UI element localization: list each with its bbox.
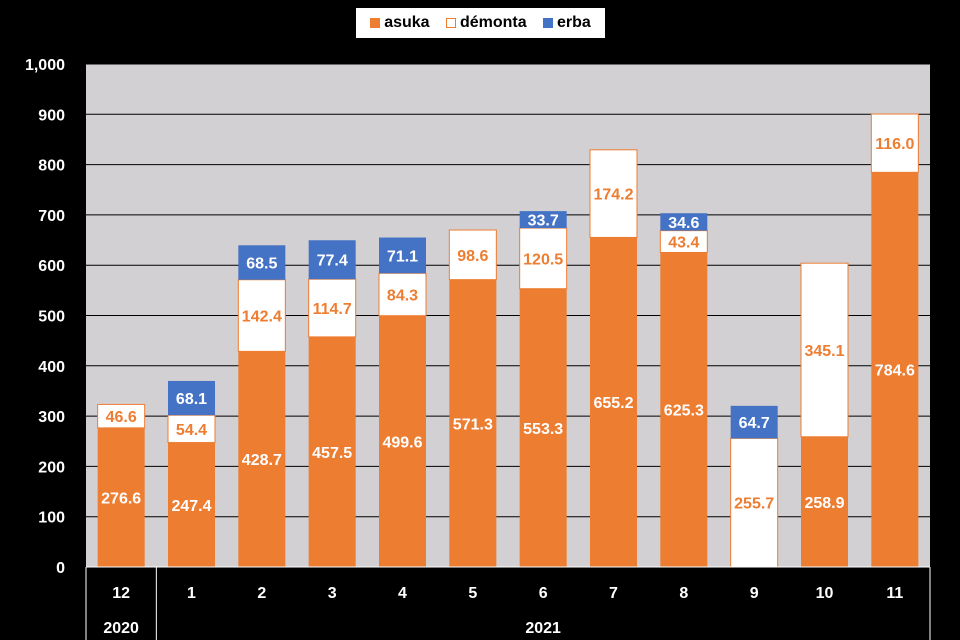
bar-démonta-12 bbox=[97, 403, 146, 429]
bar-démonta-9 bbox=[730, 437, 779, 568]
bar-erba-6 bbox=[519, 211, 567, 229]
y-tick-label: 400 bbox=[38, 359, 65, 376]
data-label: 98.6 bbox=[457, 248, 488, 265]
x-tick-label: 11 bbox=[886, 585, 903, 602]
bar-démonta-7 bbox=[589, 149, 638, 238]
data-label: 553.3 bbox=[523, 421, 563, 438]
x-tick-label: 3 bbox=[328, 585, 337, 602]
data-label: 499.6 bbox=[382, 434, 422, 451]
bar-asuka-11 bbox=[871, 172, 919, 568]
data-label: 64.7 bbox=[739, 415, 770, 432]
bar-erba-9 bbox=[730, 405, 778, 439]
bar-démonta-2 bbox=[237, 279, 286, 352]
legend-item-erba: erba bbox=[542, 14, 591, 32]
data-label: 276.6 bbox=[101, 490, 141, 507]
bar-asuka-1 bbox=[168, 442, 215, 567]
data-label: 116.0 bbox=[875, 136, 914, 153]
data-label: 120.5 bbox=[523, 251, 563, 268]
y-tick-label: 0 bbox=[56, 560, 65, 577]
data-label: 34.6 bbox=[668, 215, 699, 232]
legend-label-erba: erba bbox=[556, 14, 591, 31]
data-label: 655.2 bbox=[593, 395, 633, 412]
x-tick-label: 9 bbox=[750, 585, 759, 602]
bar-asuka-8 bbox=[660, 252, 708, 567]
bar-démonta-4 bbox=[378, 272, 427, 317]
year-group-label: 2021 bbox=[525, 620, 561, 637]
x-tick-label: 12 bbox=[112, 585, 130, 602]
x-tick-label: 1 bbox=[187, 585, 196, 602]
bar-erba-3 bbox=[308, 240, 356, 280]
bar-asuka-4 bbox=[379, 315, 426, 567]
y-tick-label: 100 bbox=[38, 510, 65, 527]
legend-swatch-demonta bbox=[445, 18, 456, 28]
data-label: 46.6 bbox=[106, 409, 137, 426]
bar-asuka-12 bbox=[97, 427, 145, 567]
y-tick-label: 600 bbox=[38, 258, 65, 275]
bar-asuka-6 bbox=[519, 288, 567, 567]
data-label: 54.4 bbox=[176, 422, 207, 439]
data-label: 428.7 bbox=[242, 452, 282, 469]
bar-asuka-7 bbox=[590, 237, 637, 568]
data-label: 258.9 bbox=[804, 495, 844, 512]
y-tick-label: 700 bbox=[38, 208, 65, 225]
legend-swatch-asuka bbox=[370, 18, 381, 28]
x-tick-label: 10 bbox=[816, 585, 834, 602]
y-tick-label: 200 bbox=[38, 459, 65, 476]
data-label: 345.1 bbox=[804, 343, 844, 360]
year-group-label: 2020 bbox=[103, 620, 139, 637]
bar-démonta-5 bbox=[448, 229, 497, 281]
data-label: 77.4 bbox=[317, 253, 348, 270]
bar-erba-1 bbox=[168, 380, 215, 416]
bar-erba-4 bbox=[379, 237, 426, 274]
data-label: 571.3 bbox=[453, 416, 493, 433]
data-label: 114.7 bbox=[313, 301, 352, 318]
y-tick-label: 800 bbox=[38, 158, 65, 175]
bar-démonta-3 bbox=[308, 278, 357, 338]
legend-item-demonta: démonta bbox=[445, 14, 527, 32]
x-tick-label: 6 bbox=[539, 585, 548, 602]
legend-label-asuka: asuka bbox=[384, 14, 430, 31]
bar-erba-8 bbox=[660, 213, 708, 231]
y-tick-label: 1,000 bbox=[25, 57, 65, 74]
data-label: 457.5 bbox=[312, 445, 352, 462]
data-label: 84.3 bbox=[387, 287, 418, 304]
x-tick-label: 4 bbox=[398, 585, 407, 602]
data-label: 255.7 bbox=[734, 496, 774, 513]
y-tick-label: 300 bbox=[38, 409, 65, 426]
x-tick-label: 8 bbox=[679, 585, 688, 602]
y-tick-label: 900 bbox=[38, 107, 65, 124]
data-label: 68.1 bbox=[176, 391, 207, 408]
data-label: 784.6 bbox=[875, 363, 915, 380]
bar-asuka-10 bbox=[801, 436, 848, 567]
data-label: 625.3 bbox=[664, 403, 704, 420]
bar-démonta-10 bbox=[800, 262, 849, 438]
bar-démonta-11 bbox=[870, 113, 919, 173]
data-label: 71.1 bbox=[387, 248, 418, 265]
bar-asuka-3 bbox=[308, 336, 356, 567]
bar-démonta-6 bbox=[519, 227, 568, 290]
x-tick-label: 7 bbox=[609, 585, 618, 602]
x-tick-label: 5 bbox=[468, 585, 477, 602]
chart-legend: asuka démonta erba bbox=[356, 8, 605, 38]
legend-item-asuka: asuka bbox=[370, 14, 430, 32]
x-tick-label: 2 bbox=[257, 585, 266, 602]
bar-asuka-5 bbox=[449, 279, 497, 567]
legend-swatch-erba bbox=[542, 18, 553, 28]
legend-label-demonta: démonta bbox=[459, 14, 527, 31]
data-label: 174.2 bbox=[593, 187, 633, 204]
data-label: 142.4 bbox=[242, 309, 282, 326]
bar-démonta-8 bbox=[659, 230, 708, 253]
data-label: 247.4 bbox=[171, 498, 211, 515]
data-label: 33.7 bbox=[528, 213, 559, 230]
bar-démonta-1 bbox=[167, 414, 216, 444]
y-tick-label: 500 bbox=[38, 309, 65, 326]
bar-asuka-2 bbox=[238, 351, 286, 567]
data-label: 68.5 bbox=[246, 256, 277, 273]
bar-erba-2 bbox=[238, 245, 286, 280]
data-label: 43.4 bbox=[668, 235, 699, 252]
